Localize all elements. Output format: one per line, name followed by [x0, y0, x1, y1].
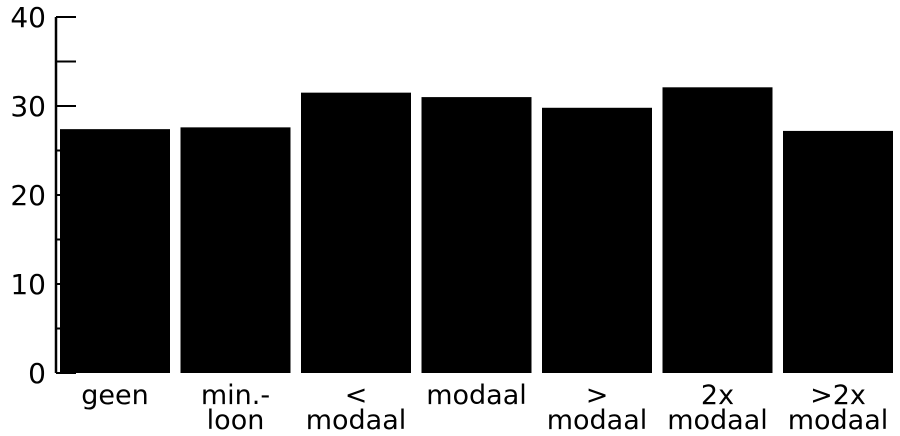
y-tick-label: 20 [10, 179, 46, 212]
bar [180, 127, 291, 373]
bar [60, 129, 170, 373]
x-category-label: modaal [426, 380, 527, 411]
x-category-label: geen [81, 380, 148, 411]
x-category-label: >2x modaal [788, 380, 889, 436]
bar [301, 92, 411, 374]
bar [542, 107, 652, 373]
y-axis: 0 10 20 30 40 [10, 1, 76, 390]
x-category-label: min.-loon [201, 380, 270, 436]
bars [60, 87, 893, 374]
y-tick-label: 30 [10, 90, 46, 123]
x-axis-labels: geen min.-loon < modaal modaal > modaal 2x modaa… [81, 380, 888, 436]
bar [662, 87, 773, 373]
x-category-label: 2x modaal [667, 380, 768, 436]
bar [421, 97, 532, 373]
y-tick-label: 0 [28, 357, 46, 390]
y-tick-label: 40 [10, 1, 46, 34]
bar [783, 130, 893, 373]
x-category-label: < modaal [306, 380, 407, 436]
x-category-label: > modaal [547, 380, 648, 436]
y-tick-label: 10 [10, 268, 46, 301]
